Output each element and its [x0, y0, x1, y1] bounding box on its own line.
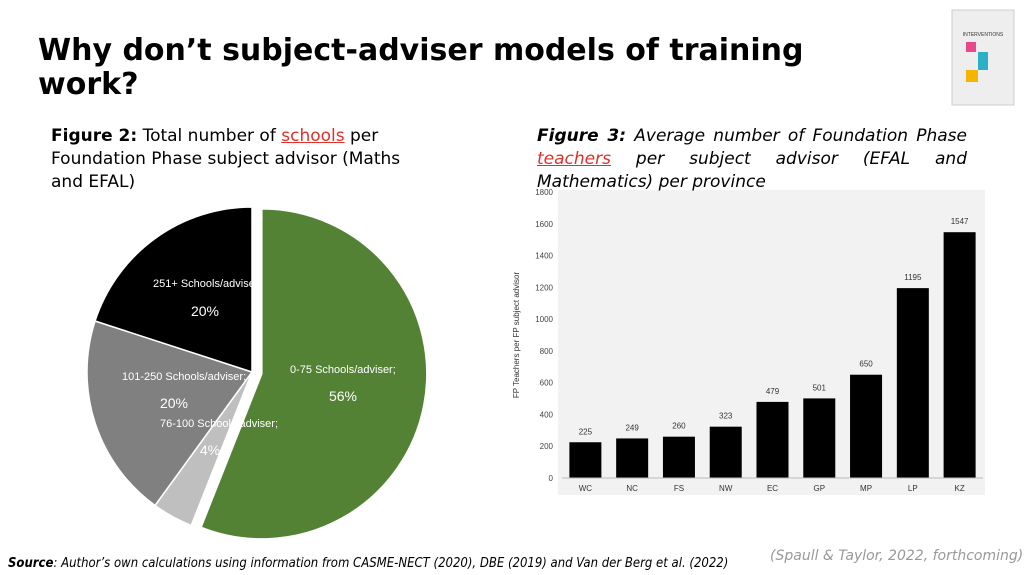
bar-value: 323 [719, 412, 733, 421]
bar [896, 288, 929, 478]
x-tick-label: LP [908, 484, 918, 493]
y-tick-label: 1600 [535, 220, 553, 229]
text: per subject advisor (EFAL and Mathematic… [537, 149, 967, 192]
text: per Foundation Phase subject advisor (Ma… [51, 126, 401, 192]
slice-value: 20% [160, 395, 188, 411]
source-text: : Author’s own calculations using inform… [53, 556, 729, 571]
text: Average number of Foundation Phase [626, 126, 968, 146]
x-tick-label: EC [767, 484, 778, 493]
book-art [978, 52, 988, 70]
pie-slice [94, 206, 253, 374]
book-art [966, 70, 978, 82]
y-axis-label: FP Teachers per FP subject advisor [512, 272, 521, 399]
source-label: Source [8, 556, 54, 571]
slice-value: 20% [191, 303, 219, 319]
figure-label: Figure 3: [537, 126, 627, 146]
x-tick-label: WC [579, 484, 593, 493]
y-tick-label: 1200 [535, 283, 553, 292]
y-tick-label: 1800 [535, 188, 553, 197]
x-tick-label: NW [719, 484, 733, 493]
y-tick-label: 0 [549, 474, 554, 483]
bar [756, 401, 789, 478]
bar-value: 479 [766, 387, 780, 396]
bar [709, 426, 742, 478]
bar-value: 249 [625, 423, 639, 432]
x-tick-label: FS [674, 484, 684, 493]
citation: (Spaull & Taylor, 2022, forthcoming) [770, 548, 1024, 564]
bar [662, 436, 695, 478]
text: Total number of [137, 126, 282, 146]
bar [850, 374, 883, 478]
bar [943, 232, 976, 478]
bar-value: 260 [672, 422, 686, 431]
slice-value: 4% [200, 442, 220, 458]
figure-title: Figure 3: Average number of Foundation P… [537, 125, 967, 194]
x-tick-label: KZ [954, 484, 964, 493]
link: schools [281, 126, 345, 146]
slide-title: Why don’t subject-adviser models of trai… [38, 33, 804, 102]
x-tick-label: MP [860, 484, 872, 493]
bar [616, 438, 649, 478]
slice-label: 101-250 Schools/adviser; [122, 371, 246, 383]
pie-slice [86, 320, 254, 507]
bar-value: 501 [813, 383, 827, 392]
y-tick-label: 200 [540, 442, 554, 451]
book-cover: INTERVENTIONS [951, 9, 1015, 106]
source: Source: Author’s own calculations using … [8, 556, 728, 571]
figure-title: Figure 2: Total number of schools per Fo… [51, 125, 436, 194]
x-tick-label: GP [813, 484, 825, 493]
slice-value: 56% [329, 388, 357, 404]
book-title: INTERVENTIONS [963, 32, 1004, 38]
figure-label: Figure 2: [51, 126, 138, 146]
slice-label: 76-100 Schools/adviser; [160, 418, 278, 430]
book-art [966, 42, 976, 52]
y-tick-label: 400 [540, 410, 554, 419]
bar [569, 442, 602, 478]
y-tick-label: 1400 [535, 252, 553, 261]
bar-value: 225 [579, 427, 593, 436]
link: teachers [537, 149, 611, 169]
y-tick-label: 1000 [535, 315, 553, 324]
x-tick-label: NC [626, 484, 638, 493]
pie-slice [200, 208, 428, 540]
y-tick-label: 600 [540, 379, 554, 388]
bar-value: 1195 [904, 273, 922, 282]
slice-label: 251+ Schools/adviser [153, 278, 259, 290]
bar-value: 650 [859, 360, 873, 369]
y-tick-label: 800 [540, 347, 554, 356]
bar [803, 398, 836, 478]
slice-label: 0-75 Schools/adviser; [290, 364, 396, 376]
bar-value: 1547 [951, 217, 969, 226]
